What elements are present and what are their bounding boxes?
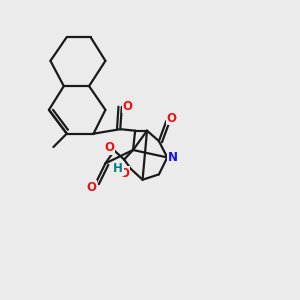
- Text: O: O: [120, 167, 130, 180]
- Text: O: O: [87, 181, 97, 194]
- Text: O: O: [167, 112, 176, 125]
- Text: O: O: [104, 141, 114, 154]
- Text: N: N: [168, 151, 178, 164]
- Text: H: H: [113, 162, 123, 175]
- Text: O: O: [123, 100, 133, 112]
